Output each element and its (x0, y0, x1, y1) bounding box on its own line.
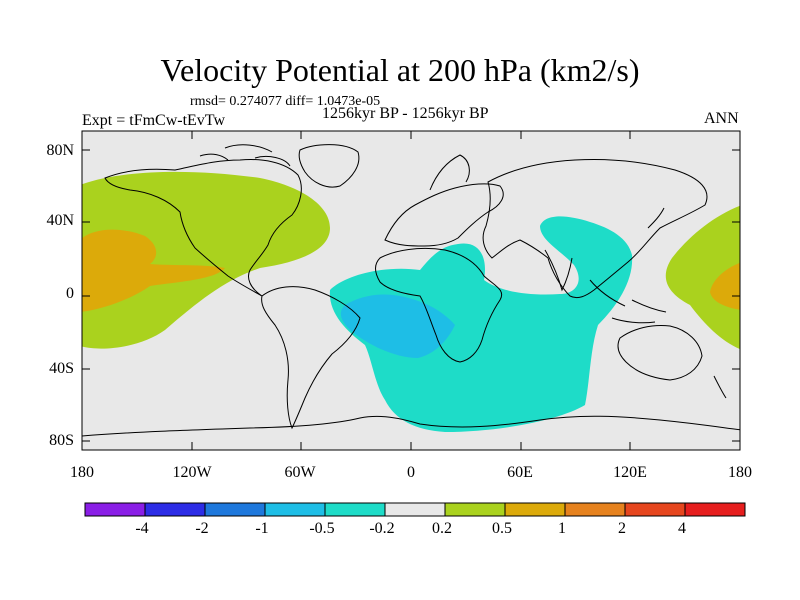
coastline-asia (482, 158, 708, 299)
negative-field (329, 216, 633, 432)
lon-label: 60W (284, 464, 316, 481)
coastline-scandinavia (429, 154, 470, 191)
lat-label: 40S (49, 360, 74, 377)
colorbar-box (624, 502, 686, 517)
plot-title: Velocity Potential at 200 hPa (km2/s) (160, 52, 640, 88)
coastline-southeast-asia (589, 279, 667, 324)
experiment-label: Expt = tFmCw-tEvTw (82, 112, 226, 129)
colorbar-box (684, 502, 746, 517)
lon-label: 120W (172, 464, 212, 481)
colorbar-box (444, 502, 506, 517)
colorbar-label: -1 (255, 520, 269, 537)
lon-label: 0 (407, 464, 415, 481)
positive-core-west (82, 229, 225, 312)
coastline-europe (384, 183, 504, 247)
coastline-antarctica (82, 415, 740, 437)
colorbar (84, 502, 746, 517)
colorbar-label: 2 (618, 520, 626, 537)
coastline-africa (375, 247, 503, 363)
coastline-arctic-islands (199, 144, 291, 167)
positive-field-west (82, 171, 330, 349)
lat-label: 80N (46, 142, 74, 159)
lon-label: 180 (728, 464, 752, 481)
colorbar-label: -0.5 (309, 520, 335, 537)
positive-field-east (665, 205, 740, 350)
colorbar-label: 0.2 (432, 520, 452, 537)
colorbar-box (84, 502, 146, 517)
coastline-north-america (104, 159, 302, 297)
lon-label: 60E (507, 464, 533, 481)
coastline-south-america (261, 286, 361, 430)
contour-fields (82, 171, 740, 432)
period-label: 1256kyr BP - 1256kyr BP (322, 105, 489, 122)
coastline-india (544, 249, 573, 292)
colorbar-label: -0.2 (369, 520, 395, 537)
colorbar-box (504, 502, 566, 517)
positive-core-east (710, 262, 740, 310)
axis-ticks (81, 131, 741, 450)
colorbar-box (384, 502, 446, 517)
coastline-greenland (298, 144, 360, 188)
coastline-australia (617, 325, 703, 381)
lon-label: 180 (70, 464, 94, 481)
lat-label: 80S (49, 432, 74, 449)
colorbar-label: 0.5 (492, 520, 512, 537)
lat-label: 40N (46, 212, 74, 229)
stats-text: rmsd= 0.274077 diff= 1.0473e-05 (190, 94, 381, 109)
colorbar-box (264, 502, 326, 517)
colorbar-label: 1 (558, 520, 566, 537)
season-label: ANN (704, 110, 739, 127)
colorbar-label: 4 (678, 520, 686, 537)
coastlines (82, 144, 740, 437)
colorbar-box (144, 502, 206, 517)
lat-label: 0 (66, 285, 74, 302)
colorbar-label: -4 (135, 520, 149, 537)
coastline-japan (647, 207, 665, 229)
colorbar-box (564, 502, 626, 517)
colorbar-box (324, 502, 386, 517)
coastline-new-zealand (713, 375, 727, 399)
colorbar-box (204, 502, 266, 517)
lon-label: 120E (613, 464, 647, 481)
colorbar-label: -2 (195, 520, 209, 537)
